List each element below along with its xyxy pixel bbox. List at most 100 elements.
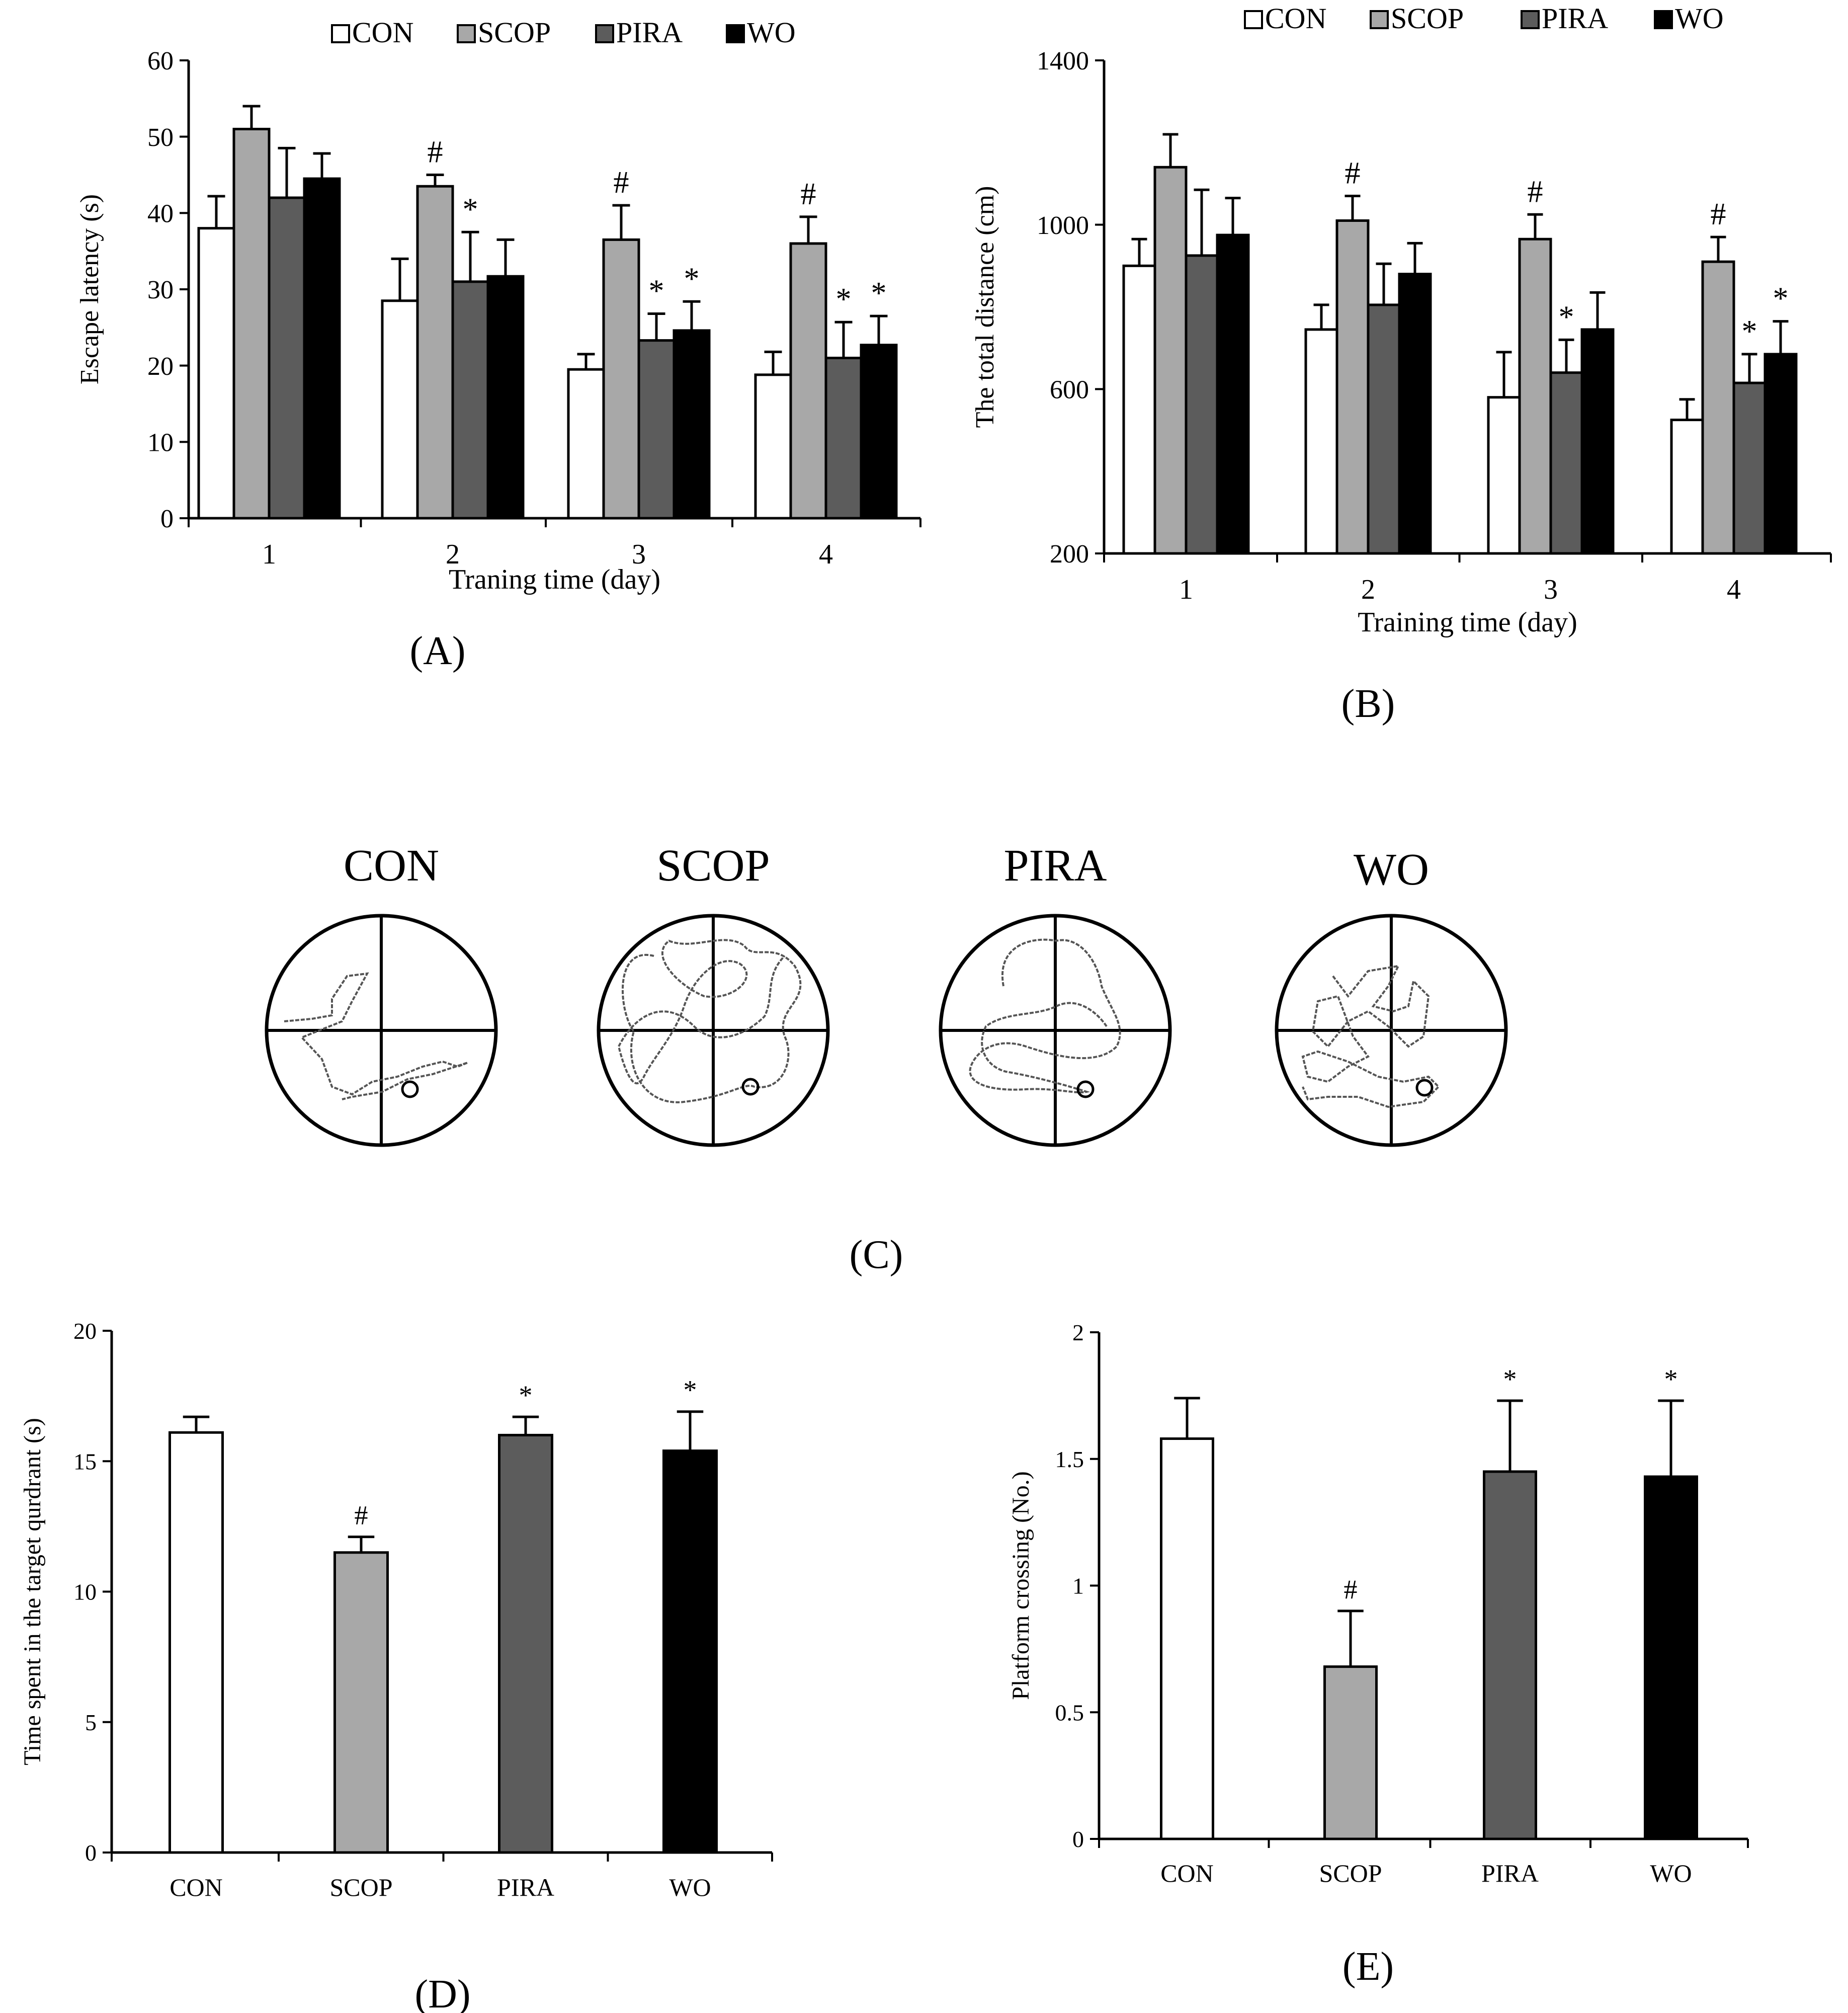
panel-label: (D) — [414, 1972, 470, 2013]
bar-wo-4 — [1763, 353, 1798, 555]
bar-pira-3 — [1549, 371, 1583, 555]
y-tick-label: 20 — [73, 1318, 97, 1344]
panel-b-total-distance-chart: 200 600 1000 1400 1 #2 # * 3 # * * 4 Training time (d… — [971, 2, 1832, 726]
bar-wo-3 — [673, 329, 711, 520]
panel-label: (A) — [409, 629, 465, 673]
trajectory-pool-pira — [939, 914, 1172, 1147]
x-category-label: WO — [1650, 1859, 1692, 1887]
legend-label: WO — [1675, 2, 1724, 35]
trajectory-pool-wo — [1275, 914, 1508, 1147]
bar-con-3 — [567, 368, 605, 520]
y-tick-label: 200 — [1050, 540, 1089, 569]
bar-pira-3 — [637, 339, 676, 520]
y-tick-label: 30 — [147, 276, 174, 304]
legend-label: SCOP — [1391, 2, 1464, 35]
y-tick-label: 5 — [85, 1710, 97, 1735]
y-tick-label: 50 — [147, 123, 174, 152]
trajectory-title-scop: SCOP — [656, 841, 770, 891]
y-tick-label: 0 — [1072, 1826, 1084, 1852]
significance-star-mark: * — [463, 192, 478, 226]
legend-swatch — [1654, 10, 1673, 29]
significance-star-mark: * — [519, 1380, 533, 1410]
significance-star-mark: * — [1742, 314, 1757, 349]
x-category-label: CON — [170, 1873, 223, 1901]
bar-con-con — [169, 1431, 224, 1854]
bar-pira-pira — [1483, 1470, 1537, 1840]
y-tick-label: 2 — [1072, 1320, 1084, 1345]
bar-con-1 — [1122, 264, 1156, 555]
y-tick-label: 0.5 — [1055, 1700, 1084, 1725]
y-tick-label: 600 — [1050, 376, 1089, 405]
x-category-label: SCOP — [329, 1873, 392, 1901]
y-tick-label: 0 — [85, 1840, 97, 1866]
legend-swatch — [457, 24, 476, 43]
bar-wo-4 — [860, 344, 898, 520]
panel-c-swim-trajectories: CON SCOP PIRA WO — [265, 841, 1508, 1277]
bar-wo-1 — [303, 177, 341, 520]
bar-con-1 — [197, 227, 235, 520]
bar-wo-wo — [662, 1450, 718, 1854]
y-tick-label: 10 — [147, 429, 174, 457]
bar-con-con — [1160, 1437, 1214, 1840]
legend-swatch — [1370, 10, 1389, 29]
x-axis-title: Training time (day) — [1358, 607, 1577, 638]
x-category-label: 4 — [1727, 574, 1741, 605]
significance-hash-mark: # — [801, 177, 816, 211]
y-tick-label: 0 — [160, 505, 174, 533]
legend-swatch — [726, 24, 745, 43]
trajectory-title-pira: PIRA — [1003, 841, 1107, 891]
bar-scop-2 — [1335, 219, 1370, 555]
trajectory-pool-scop — [597, 914, 830, 1147]
significance-star-mark: * — [684, 1375, 697, 1405]
bar-scop-2 — [416, 185, 454, 520]
bar-wo-2 — [486, 275, 525, 520]
significance-star-mark: * — [684, 262, 700, 296]
x-category-label: PIRA — [1481, 1859, 1539, 1887]
panel-d-time-in-quadrant-chart: 0 5 10 15 20 CON # SCOP * PIRA * WO Time spent in th… — [19, 1318, 773, 2013]
legend-swatch — [1244, 10, 1263, 29]
x-category-label: PIRA — [497, 1873, 554, 1901]
x-category-label: 3 — [1544, 574, 1558, 605]
bar-scop-3 — [602, 238, 640, 520]
bar-pira-1 — [268, 196, 306, 520]
bar-scop-scop — [1323, 1665, 1378, 1840]
significance-hash-mark: # — [1711, 197, 1726, 231]
legend-label: CON — [1265, 2, 1326, 35]
bar-wo-2 — [1398, 273, 1432, 555]
significance-star-mark: * — [649, 274, 664, 308]
panel-e-platform-crossing-chart: 0 0.5 1 1.5 2 CON # SCOP * PIRA * WO Platform crossi… — [1007, 1320, 1749, 1989]
bar-pira-2 — [1367, 303, 1401, 555]
panel-label: (B) — [1341, 682, 1395, 726]
panel-label: (E) — [1342, 1945, 1394, 1989]
x-category-label: 1 — [1179, 574, 1193, 605]
bar-wo-wo — [1644, 1475, 1698, 1840]
significance-hash-mark: # — [428, 135, 443, 170]
legend-label: PIRA — [1542, 2, 1608, 35]
legend-label: CON — [352, 16, 413, 49]
bar-scop-1 — [1153, 166, 1188, 555]
y-tick-label: 15 — [73, 1448, 97, 1474]
bar-con-4 — [1670, 419, 1704, 555]
legend-swatch — [1521, 10, 1540, 29]
significance-hash-mark: # — [355, 1500, 368, 1531]
significance-hash-mark: # — [1344, 1574, 1358, 1604]
bar-wo-3 — [1580, 328, 1615, 555]
panel-a-escape-latency-chart: 0 10 20 30 40 50 60 1 # * 2 # * * 3 # * * 4 Traning time (d… — [75, 16, 921, 673]
bar-con-3 — [1487, 396, 1521, 555]
x-axis-title: Traning time (day) — [449, 564, 660, 595]
legend-label: WO — [747, 16, 796, 49]
bar-wo-1 — [1216, 233, 1250, 555]
y-axis-title: Time spent in the target qurdrant (s) — [19, 1418, 46, 1765]
bar-scop-3 — [1518, 237, 1552, 555]
significance-star-mark: * — [1664, 1364, 1678, 1394]
x-category-label: CON — [1160, 1859, 1214, 1887]
legend-swatch — [595, 24, 614, 43]
trajectory-pool-con — [265, 914, 498, 1147]
significance-star-mark: * — [836, 282, 852, 316]
significance-star-mark: * — [1559, 300, 1574, 334]
y-tick-label: 60 — [147, 47, 174, 75]
significance-star-mark: * — [871, 276, 887, 310]
bar-scop-1 — [232, 128, 271, 520]
significance-star-mark: * — [1773, 282, 1789, 316]
y-tick-label: 1000 — [1037, 211, 1089, 240]
